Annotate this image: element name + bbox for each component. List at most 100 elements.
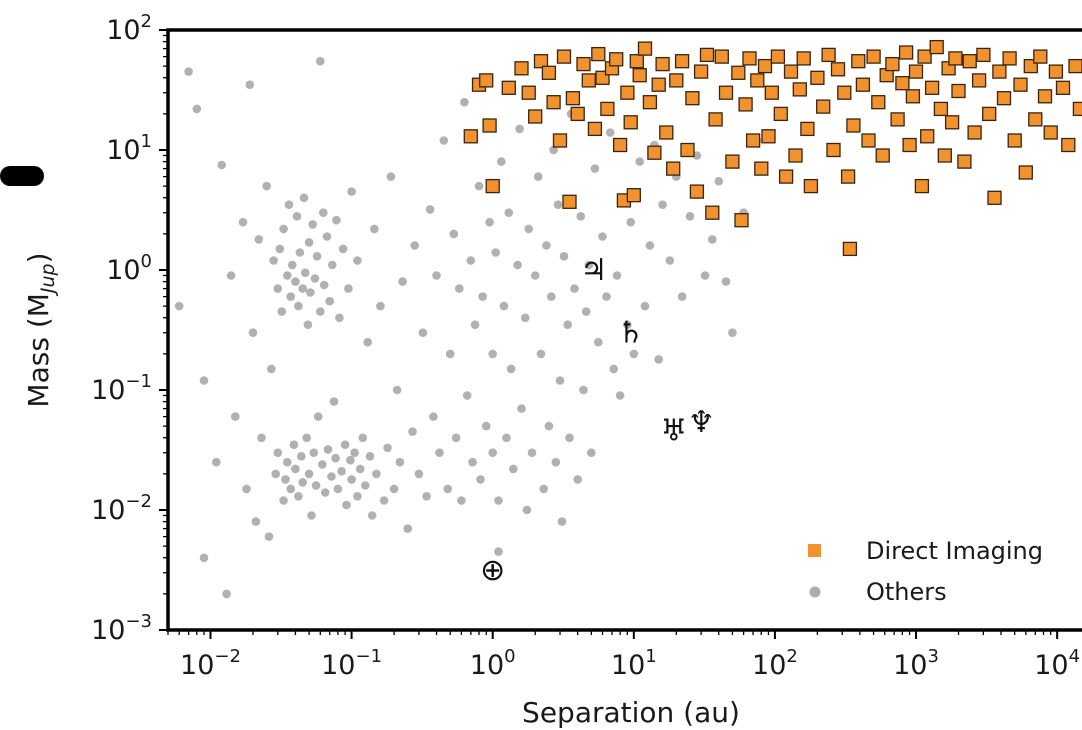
others-point [466, 256, 476, 265]
annotation-uranus: ♅ [660, 414, 687, 449]
others-point [298, 284, 308, 293]
others-point [654, 355, 663, 364]
others-point [488, 349, 498, 359]
direct-imaging-point [693, 64, 709, 79]
others-point [306, 288, 315, 297]
others-point [361, 481, 370, 490]
others-point [316, 56, 325, 66]
others-point [488, 448, 498, 458]
others-point [288, 260, 297, 270]
direct-imaging-point [778, 169, 794, 184]
others-point [312, 251, 322, 261]
direct-imaging-point [745, 133, 761, 148]
others-point [376, 301, 385, 311]
y-axis-label-sub: Jup [37, 263, 59, 297]
others-point [363, 337, 373, 347]
others-point [316, 307, 325, 316]
left-edge-marker [0, 166, 44, 186]
y-tick-label: 10−1 [91, 371, 152, 406]
direct-imaging-point [987, 190, 1002, 205]
direct-imaging-point [651, 77, 666, 92]
direct-imaging-point [666, 161, 681, 176]
others-point [410, 241, 420, 250]
direct-imaging-point [591, 46, 606, 62]
others-point [520, 313, 530, 323]
others-point [295, 248, 305, 257]
direct-imaging-point [620, 85, 635, 100]
direct-imaging-point [855, 77, 871, 92]
direct-imaging-point [866, 49, 881, 64]
others-point [286, 292, 296, 301]
y-tick-label: 101 [106, 131, 152, 166]
x-tick-label: 10−2 [180, 646, 241, 681]
others-point [615, 391, 625, 400]
others-point [199, 553, 209, 563]
direct-imaging-point [937, 148, 952, 163]
direct-imaging-point [846, 118, 861, 133]
others-point [547, 292, 556, 301]
direct-imaging-point [842, 241, 858, 257]
others-point [533, 172, 543, 181]
others-point [439, 136, 449, 145]
direct-imaging-point [992, 64, 1007, 79]
others-point [350, 448, 359, 458]
others-point [549, 145, 558, 155]
others-point [581, 307, 591, 316]
others-point [222, 589, 231, 599]
legend-label-others: Others [866, 578, 947, 606]
others-point [238, 217, 248, 227]
others-point [612, 271, 622, 280]
annotation-earth: ⊕ [480, 553, 505, 588]
y-tick-label: 10−3 [91, 611, 152, 646]
direct-imaging-point [821, 47, 836, 63]
direct-imaging-point [851, 54, 866, 69]
others-point [304, 238, 314, 247]
others-point [264, 532, 274, 541]
direct-imaging-point [552, 133, 568, 148]
others-point [395, 457, 405, 467]
x-tick-label: 101 [611, 646, 657, 681]
direct-imaging-point [1061, 137, 1076, 153]
direct-imaging-point [890, 112, 905, 127]
direct-imaging-point [482, 118, 497, 133]
others-point [283, 457, 292, 467]
others-point [685, 212, 695, 221]
others-point [323, 445, 333, 454]
others-point [579, 385, 588, 395]
others-point [429, 412, 438, 421]
others-point [271, 469, 281, 479]
others-point [346, 455, 355, 465]
direct-imaging-point [565, 91, 581, 106]
y-axis-label: Mass (MJup) [22, 252, 59, 407]
direct-imaging-point [501, 80, 516, 95]
direct-imaging-point [944, 115, 960, 130]
others-point [251, 517, 261, 526]
direct-imaging-point [803, 178, 819, 194]
others-point [248, 328, 258, 338]
others-point [329, 397, 339, 406]
legend-marker-others [809, 586, 821, 598]
direct-imaging-point [996, 91, 1012, 106]
direct-imaging-point [905, 89, 921, 104]
others-point [174, 301, 184, 311]
others-point [542, 241, 551, 250]
others-point [392, 385, 402, 395]
direct-imaging-point [976, 47, 991, 63]
direct-imaging-point [705, 205, 720, 220]
direct-imaging-point [674, 54, 690, 69]
direct-imaging-point [917, 49, 932, 64]
others-point [217, 160, 226, 170]
others-point [626, 217, 635, 227]
direct-imaging-point [623, 115, 638, 130]
direct-imaging-point [929, 39, 944, 55]
others-point [325, 296, 335, 306]
direct-imaging-point [800, 121, 815, 137]
others-point [721, 277, 731, 286]
others-point [319, 208, 328, 217]
y-axis-label-end: ) [22, 252, 55, 263]
others-point [199, 376, 209, 385]
others-point [408, 427, 417, 436]
others-point [184, 67, 193, 76]
annotation-neptune: ♆ [688, 405, 715, 440]
others-point [242, 484, 251, 494]
